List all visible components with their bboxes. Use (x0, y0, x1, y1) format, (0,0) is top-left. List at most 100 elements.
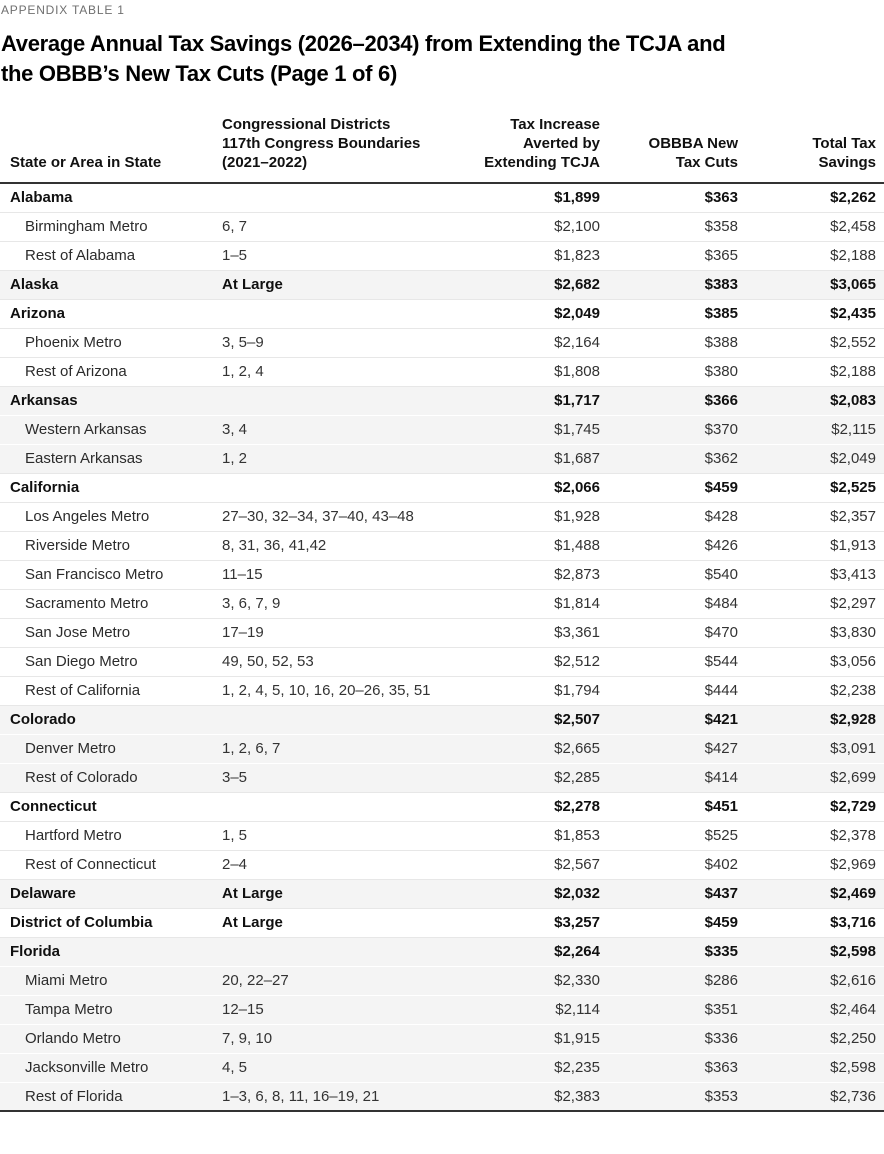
total-savings-cell: $2,357 (738, 501, 884, 531)
state-row: Alabama $1,899 $363 $2,262 (0, 183, 884, 212)
total-savings-cell: $2,736 (738, 1081, 884, 1111)
tcja-averted-cell: $2,330 (460, 965, 600, 995)
districts-cell: 49, 50, 52, 53 (212, 646, 460, 676)
area-row: Rest of Arizona 1, 2, 4 $1,808 $380 $2,188 (0, 356, 884, 386)
tcja-averted-cell: $1,928 (460, 501, 600, 531)
tcja-averted-cell: $2,049 (460, 298, 600, 328)
districts-cell: 2–4 (212, 849, 460, 879)
area-name-cell: Rest of Arizona (0, 356, 212, 386)
districts-cell: 3, 6, 7, 9 (212, 588, 460, 618)
obbba-cuts-cell: $336 (600, 1023, 738, 1053)
tcja-averted-cell: $3,361 (460, 617, 600, 647)
obbba-cuts-cell: $286 (600, 965, 738, 995)
state-row: District of Columbia At Large $3,257 $459 $3… (0, 907, 884, 937)
districts-cell: 11–15 (212, 559, 460, 589)
table-eyebrow: APPENDIX TABLE 1 (1, 3, 125, 17)
area-name-cell: Hartford Metro (0, 820, 212, 850)
total-savings-cell: $2,616 (738, 965, 884, 995)
districts-cell: 1, 5 (212, 820, 460, 850)
total-savings-cell: $2,598 (738, 936, 884, 966)
area-name-cell: San Jose Metro (0, 617, 212, 647)
area-row: Rest of Connecticut 2–4 $2,567 $402 $2,969 (0, 849, 884, 879)
area-row: Miami Metro 20, 22–27 $2,330 $286 $2,616 (0, 965, 884, 995)
table-header: State or Area in State Congressional Dis… (0, 115, 884, 184)
obbba-cuts-cell: $335 (600, 936, 738, 966)
state-row: Arizona $2,049 $385 $2,435 (0, 298, 884, 328)
state-name-cell: Arizona (0, 298, 212, 328)
total-savings-cell: $3,716 (738, 907, 884, 937)
tcja-averted-cell: $2,665 (460, 733, 600, 763)
area-name-cell: Rest of Alabama (0, 240, 212, 270)
districts-cell (212, 704, 460, 734)
tcja-averted-cell: $2,507 (460, 704, 600, 734)
col-header-tax-increase-averted: Tax Increase Averted by Extending TCJA (460, 115, 600, 184)
obbba-cuts-cell: $363 (704, 189, 738, 207)
area-name-cell: Eastern Arkansas (0, 443, 212, 473)
page-title-line-1: Average Annual Tax Savings (2026–2034) f… (1, 31, 726, 56)
tcja-averted-cell: $1,794 (460, 675, 600, 705)
obbba-cuts-cell: $353 (600, 1081, 738, 1111)
state-name-cell: Florida (0, 936, 212, 966)
total-savings-cell: $2,458 (738, 211, 884, 241)
area-row: San Francisco Metro 11–15 $2,873 $540 $3,413 (0, 559, 884, 589)
area-row: Western Arkansas 3, 4 $1,745 $370 $2,115 (0, 414, 884, 444)
area-name-cell: Denver Metro (0, 733, 212, 763)
state-name-cell: Alaska (0, 269, 212, 299)
obbba-cuts-cell: $451 (600, 791, 738, 821)
districts-cell (212, 936, 460, 966)
area-name-cell: Rest of Colorado (0, 762, 212, 792)
districts-cell: 3, 4 (212, 414, 460, 444)
area-row: Jacksonville Metro 4, 5 $2,235 $363 $2,598 (0, 1052, 884, 1082)
obbba-cuts-cell: $366 (600, 385, 738, 415)
area-name-cell: Orlando Metro (0, 1023, 212, 1053)
obbba-cuts-cell: $437 (600, 878, 738, 908)
obbba-cuts-cell: $365 (600, 240, 738, 270)
total-savings-cell: $2,525 (738, 472, 884, 502)
obbba-cuts-cell: $370 (600, 414, 738, 444)
tcja-averted-cell: $1,808 (460, 356, 600, 386)
tcja-averted-cell: $2,873 (460, 559, 600, 589)
page-title-line-2: the OBBB’s New Tax Cuts (Page 1 of 6) (1, 61, 397, 86)
obbba-cuts-cell: $362 (600, 443, 738, 473)
districts-cell (212, 472, 460, 502)
total-savings-cell: $3,413 (738, 559, 884, 589)
total-savings-cell: $2,049 (738, 443, 884, 473)
area-name-cell: Miami Metro (0, 965, 212, 995)
obbba-cuts-cell: $363 (600, 1052, 738, 1082)
col-header-obbba-new-tax-cuts: OBBBA New Tax Cuts (600, 115, 738, 184)
area-row: Denver Metro 1, 2, 6, 7 $2,665 $427 $3,091 (0, 733, 884, 763)
tcja-averted-cell: $2,235 (460, 1052, 600, 1082)
obbba-cuts-cell: $544 (600, 646, 738, 676)
tcja-averted-cell: $2,264 (460, 936, 600, 966)
total-savings-cell: $3,065 (738, 269, 884, 299)
area-row: Hartford Metro 1, 5 $1,853 $525 $2,378 (0, 820, 884, 850)
area-name-cell: Tampa Metro (0, 994, 212, 1024)
districts-cell: 1–5 (212, 240, 460, 270)
state-row: California $2,066 $459 $2,525 (0, 472, 884, 502)
area-name-cell: Sacramento Metro (0, 588, 212, 618)
tcja-averted-cell: $1,915 (460, 1023, 600, 1053)
area-row: Birmingham Metro 6, 7 $2,100 $358 $2,458 (0, 211, 884, 241)
total-savings-cell: $2,699 (738, 762, 884, 792)
districts-cell (212, 791, 460, 821)
districts-cell: 20, 22–27 (212, 965, 460, 995)
tcja-averted-cell: $2,032 (460, 878, 600, 908)
districts-cell: 27–30, 32–34, 37–40, 43–48 (212, 501, 460, 531)
area-row: Orlando Metro 7, 9, 10 $1,915 $336 $2,250 (0, 1023, 884, 1053)
col-header-state-or-area: State or Area in State (0, 115, 212, 184)
tcja-averted-cell: $2,278 (460, 791, 600, 821)
obbba-cuts-cell: $388 (600, 327, 738, 357)
tcja-averted-cell: $2,100 (460, 211, 600, 241)
obbba-cuts-cell: $426 (600, 530, 738, 560)
area-row: San Diego Metro 49, 50, 52, 53 $2,512 $544 $… (0, 646, 884, 676)
area-row: San Jose Metro 17–19 $3,361 $470 $3,830 (0, 617, 884, 647)
tcja-averted-cell: $2,383 (460, 1081, 600, 1111)
area-name-cell: Western Arkansas (0, 414, 212, 444)
obbba-cuts-cell: $540 (600, 559, 738, 589)
total-savings-cell: $2,469 (738, 878, 884, 908)
districts-cell: 1–3, 6, 8, 11, 16–19, 21 (212, 1081, 460, 1111)
tcja-averted-cell: $1,823 (460, 240, 600, 270)
districts-cell: 8, 31, 36, 41,42 (212, 530, 460, 560)
total-savings-cell: $2,552 (738, 327, 884, 357)
total-savings-cell: $3,830 (738, 617, 884, 647)
